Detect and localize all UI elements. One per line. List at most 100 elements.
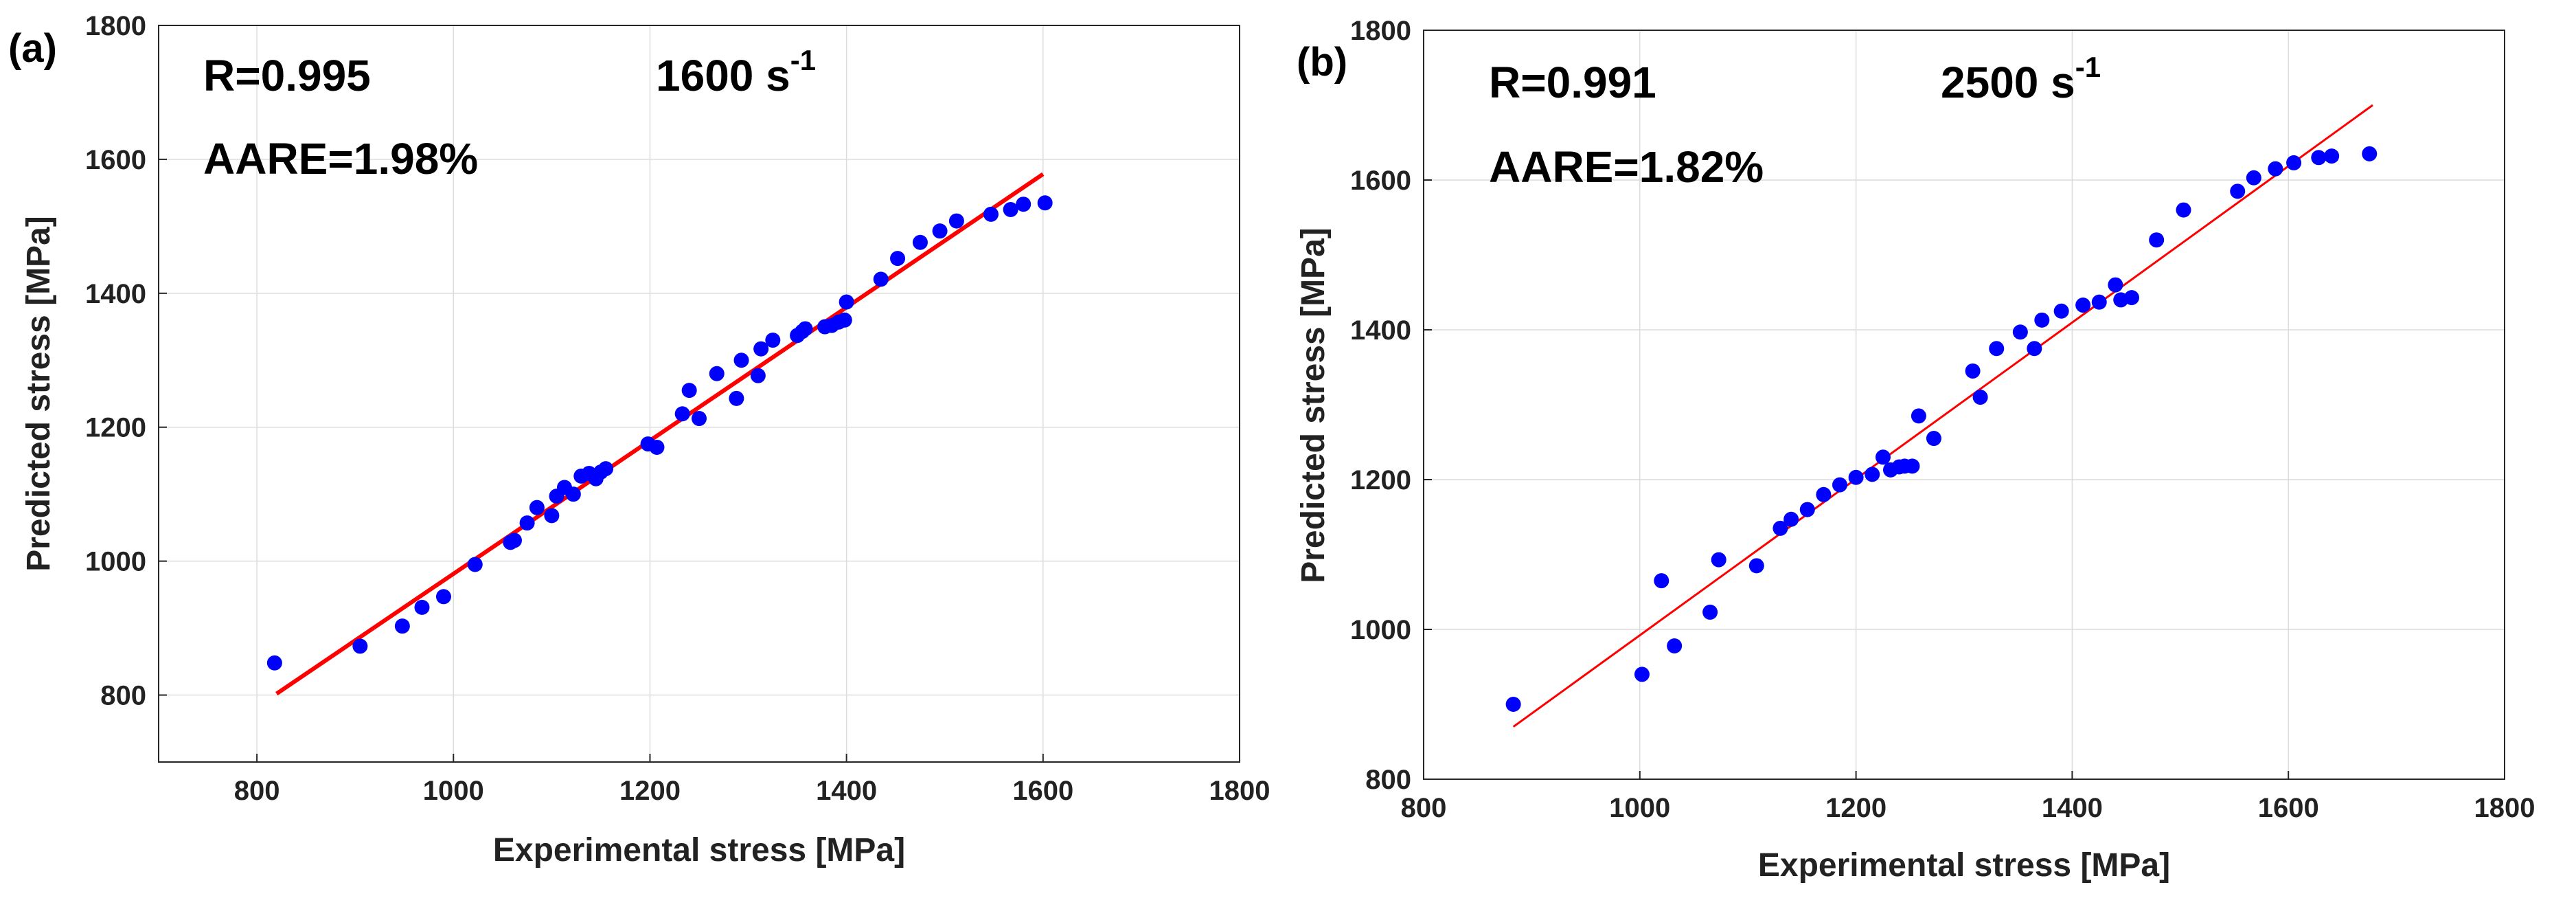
data-point-b — [2034, 312, 2050, 328]
data-point-b — [1972, 390, 1988, 405]
data-point-b — [2311, 150, 2327, 166]
y-tick-label-b: 1000 — [1350, 615, 1411, 645]
aare-annotation-b: AARE=1.82% — [1489, 142, 1764, 192]
data-point-b — [1711, 552, 1726, 568]
x-tick-label-a: 1400 — [816, 776, 877, 806]
rate-exponent-a: -1 — [790, 44, 816, 76]
data-point-a — [529, 500, 545, 515]
data-point-a — [1016, 197, 1031, 212]
data-point-a — [890, 251, 906, 267]
x-tick-label-a: 1000 — [423, 776, 484, 806]
x-tick-label-b: 1600 — [2258, 793, 2319, 823]
data-point-b — [1667, 638, 1683, 653]
data-point-b — [1748, 558, 1764, 574]
fit-line-layer-b — [1512, 104, 2373, 728]
x-tick-label-b: 800 — [1401, 793, 1447, 823]
tick-labels-a: 800 1000 1200 1400 1600 1800 800 1000 1200 1400 16… — [85, 11, 1270, 806]
data-point-a — [681, 383, 697, 399]
data-point-b — [1634, 667, 1650, 682]
y-axis-label-b: Predicted stress [MPa] — [1295, 227, 1332, 583]
data-point-a — [598, 461, 614, 477]
x-tick-label-a: 1600 — [1012, 776, 1073, 806]
tick-labels-b: 800 1000 1200 1400 1600 1800 800 1000 1200 1400 16… — [1350, 16, 2535, 823]
data-point-a — [797, 321, 813, 337]
data-point-a — [948, 213, 964, 229]
data-point-a — [729, 390, 744, 406]
data-point-a — [839, 294, 854, 310]
data-point-b — [2324, 148, 2340, 164]
x-tick-label-b: 1000 — [1609, 793, 1670, 823]
grid-a — [159, 25, 1240, 762]
data-point-a — [435, 589, 451, 605]
data-point-b — [2268, 161, 2283, 177]
y-tick-label-b: 1200 — [1350, 465, 1411, 495]
axes-frame-b — [1423, 30, 2505, 780]
data-point-a — [692, 411, 707, 427]
r-annotation-a: R=0.995 — [203, 51, 371, 100]
data-point-b — [1926, 431, 1941, 447]
data-point-b — [2027, 341, 2042, 357]
rate-annotation-b: 2500 s-1 — [1941, 51, 2101, 107]
data-point-b — [1654, 573, 1669, 589]
panel-b: 800 1000 1200 1400 1600 1800 800 1000 1200 1400 16… — [1295, 16, 2535, 884]
fit-line-a — [275, 172, 1045, 696]
data-point-a — [565, 486, 581, 502]
data-point-a — [765, 333, 781, 348]
data-point-b — [2149, 232, 2165, 248]
x-axis-label-a: Experimental stress [MPa] — [493, 832, 905, 869]
data-point-a — [266, 655, 282, 671]
data-point-b — [2123, 290, 2139, 306]
x-axis-label-b: Experimental stress [MPa] — [1758, 847, 2170, 884]
data-point-b — [2176, 202, 2191, 218]
y-tick-label-b: 1400 — [1350, 315, 1411, 346]
panel-a: 800 1000 1200 1400 1600 1800 800 1000 1200 1400 16… — [8, 11, 1270, 869]
data-points-b — [1505, 146, 2378, 712]
y-tick-label-a: 1400 — [85, 279, 146, 309]
y-tick-label-a: 1200 — [85, 413, 146, 443]
data-point-a — [983, 206, 999, 222]
axes-frame-a — [158, 25, 1240, 763]
data-point-b — [2091, 294, 2107, 310]
rate-value-b: 2500 s — [1941, 58, 2075, 107]
data-point-b — [1904, 458, 1920, 474]
y-tick-label-a: 1000 — [85, 547, 146, 577]
x-tick-label-a: 800 — [234, 776, 280, 806]
data-point-a — [733, 352, 749, 368]
data-point-a — [1003, 202, 1018, 217]
data-point-a — [352, 638, 368, 654]
y-tick-label-b: 1600 — [1350, 166, 1411, 196]
y-axis-label-a: Predicted stress [MPa] — [21, 216, 57, 572]
y-tick-label-a: 1600 — [85, 145, 146, 175]
fit-line-b — [1512, 104, 2373, 728]
data-point-b — [1989, 341, 2005, 357]
data-point-b — [2075, 298, 2091, 313]
x-tick-label-a: 1800 — [1209, 776, 1270, 806]
data-point-a — [506, 533, 522, 548]
y-tick-label-b: 800 — [1365, 765, 1411, 795]
data-point-b — [1816, 486, 1832, 502]
data-point-b — [1832, 477, 1847, 493]
panel-label-a: (a) — [8, 26, 57, 71]
data-point-b — [1505, 697, 1521, 712]
rate-annotation-a: 1600 s-1 — [656, 44, 816, 100]
data-point-b — [2286, 155, 2302, 170]
data-point-a — [709, 366, 725, 381]
data-point-a — [467, 557, 483, 572]
aare-annotation-a: AARE=1.98% — [203, 134, 478, 183]
data-point-a — [912, 234, 928, 250]
data-point-b — [2230, 183, 2246, 199]
rate-exponent-b: -1 — [2075, 51, 2101, 83]
data-point-a — [394, 618, 410, 634]
data-point-b — [1848, 469, 1864, 485]
data-point-a — [932, 223, 948, 239]
data-point-a — [753, 341, 769, 357]
data-point-b — [2012, 324, 2028, 340]
data-point-a — [674, 406, 690, 422]
y-tick-label-a: 1800 — [85, 11, 146, 41]
x-tick-label-b: 1200 — [1825, 793, 1887, 823]
data-point-b — [1911, 408, 1926, 424]
panel-label-b: (b) — [1297, 40, 1347, 85]
fit-line-layer-a — [275, 172, 1045, 696]
data-point-b — [1799, 502, 1815, 517]
